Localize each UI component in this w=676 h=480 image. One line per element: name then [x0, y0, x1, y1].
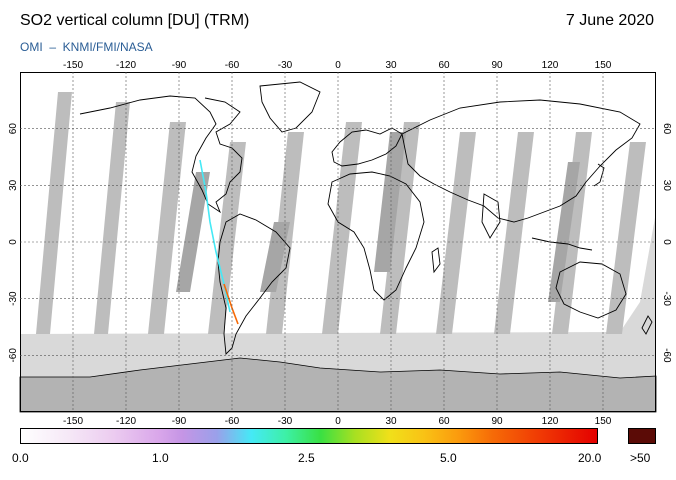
orbit-swaths: [36, 92, 646, 334]
lat-tick-label-left: -60: [8, 348, 19, 363]
lon-tick-label-bottom: 120: [542, 416, 559, 427]
lon-tick-label-top: 60: [438, 60, 450, 71]
lat-tick-label-right: -60: [661, 348, 672, 363]
lat-tick-label-right: 60: [661, 123, 672, 135]
colorbar-label-4: 20.0: [578, 451, 602, 465]
lon-tick-label-bottom: 0: [335, 416, 341, 427]
lat-tick-label-left: 60: [8, 123, 19, 135]
lon-tick-label-bottom: -120: [116, 416, 136, 427]
colorbar-label-3: 5.0: [440, 451, 457, 465]
colorbar-label-1: 1.0: [152, 451, 169, 465]
lat-tick-label-left: 30: [8, 179, 19, 191]
colorbar: [20, 428, 598, 444]
lon-tick-label-top: -150: [63, 60, 83, 71]
lon-tick-label-bottom: 150: [595, 416, 612, 427]
map-panel: -150 -150 -120 -120 -90 -90 -60 -60 -30 -30 0 0 30 30…: [8, 60, 672, 427]
orbit-swaths-overlap: [176, 132, 580, 302]
lon-tick-label-bottom: 90: [491, 416, 503, 427]
graticule: -150 -150 -120 -120 -90 -90 -60 -60 -30 -30 0 0 30 30…: [8, 60, 672, 427]
lat-tick-label-right: -30: [661, 291, 672, 306]
colorbar-over-label: >50: [630, 451, 651, 465]
lat-tick-label-left: 0: [8, 239, 19, 245]
coastlines: [79, 81, 653, 355]
colorbar-over-range: [628, 428, 656, 444]
map-date: 7 June 2020: [565, 12, 654, 29]
lon-tick-label-bottom: -90: [172, 416, 187, 427]
lon-tick-label-top: -30: [278, 60, 293, 71]
lon-tick-label-top: 30: [385, 60, 397, 71]
lon-tick-label-bottom: 30: [385, 416, 397, 427]
lat-tick-label-right: 30: [661, 180, 672, 192]
lon-tick-label-top: 90: [491, 60, 503, 71]
colorbar-label-0: 0.0: [12, 451, 29, 465]
lon-tick-label-top: -90: [172, 60, 187, 71]
lon-tick-label-bottom: 60: [438, 416, 450, 427]
lon-tick-label-top: -60: [225, 60, 240, 71]
lon-tick-label-top: -120: [116, 60, 136, 71]
lon-tick-label-top: 120: [542, 60, 559, 71]
lat-tick-label-right: 0: [661, 239, 672, 245]
lat-tick-label-left: -30: [8, 291, 19, 306]
lon-tick-label-top: 150: [595, 60, 612, 71]
so2-map: -150 -150 -120 -120 -90 -90 -60 -60 -30 -30 0 0 30 30…: [8, 60, 672, 427]
data-credit: OMI – KNMI/FMI/NASA: [20, 40, 153, 54]
map-title: SO2 vertical column [DU] (TRM): [20, 12, 250, 29]
lon-tick-label-bottom: -150: [63, 416, 83, 427]
lon-tick-label-bottom: -30: [278, 416, 293, 427]
lon-tick-label-top: 0: [335, 60, 341, 71]
colorbar-label-2: 2.5: [298, 451, 315, 465]
lon-tick-label-bottom: -60: [225, 416, 240, 427]
